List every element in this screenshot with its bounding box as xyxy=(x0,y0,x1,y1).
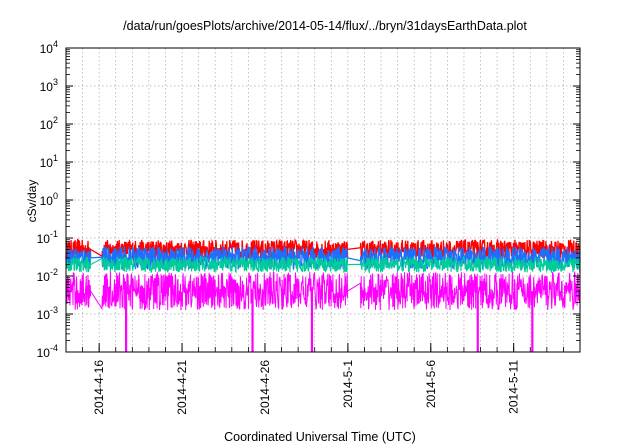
x-tick-label: 2014-5-1 xyxy=(341,360,355,408)
y-tick-label: 100 xyxy=(40,191,58,208)
y-tick-label: 102 xyxy=(40,115,58,132)
y-tick-label: 10-3 xyxy=(37,305,58,322)
series-line xyxy=(65,255,581,274)
y-tick-label: 10-1 xyxy=(37,229,58,246)
series-layer xyxy=(65,238,581,352)
y-tick-label: 101 xyxy=(40,153,58,170)
x-tick-label: 2014-5-11 xyxy=(507,360,521,414)
y-tick-label: 103 xyxy=(40,77,58,94)
y-axis-label: cSv/day xyxy=(25,180,39,223)
x-tick-label: 2014-4-26 xyxy=(258,360,272,415)
y-tick-label: 10-2 xyxy=(37,267,58,284)
x-tick-label: 2014-5-6 xyxy=(424,360,438,408)
x-tick-label: 2014-4-21 xyxy=(175,360,189,415)
ticks: 10-4 10-3 10-2 10-1 100 101 102 103 104 2014-4-16… xyxy=(37,39,580,415)
grid xyxy=(66,48,580,352)
x-tick-label: 2014-4-16 xyxy=(92,360,106,415)
x-axis-label: Coordinated Universal Time (UTC) xyxy=(224,430,416,444)
y-tick-label: 104 xyxy=(40,39,58,56)
series-line xyxy=(65,270,581,311)
y-tick-label: 10-4 xyxy=(37,343,58,360)
chart-title: /data/run/goesPlots/archive/2014-05-14/f… xyxy=(123,19,527,33)
